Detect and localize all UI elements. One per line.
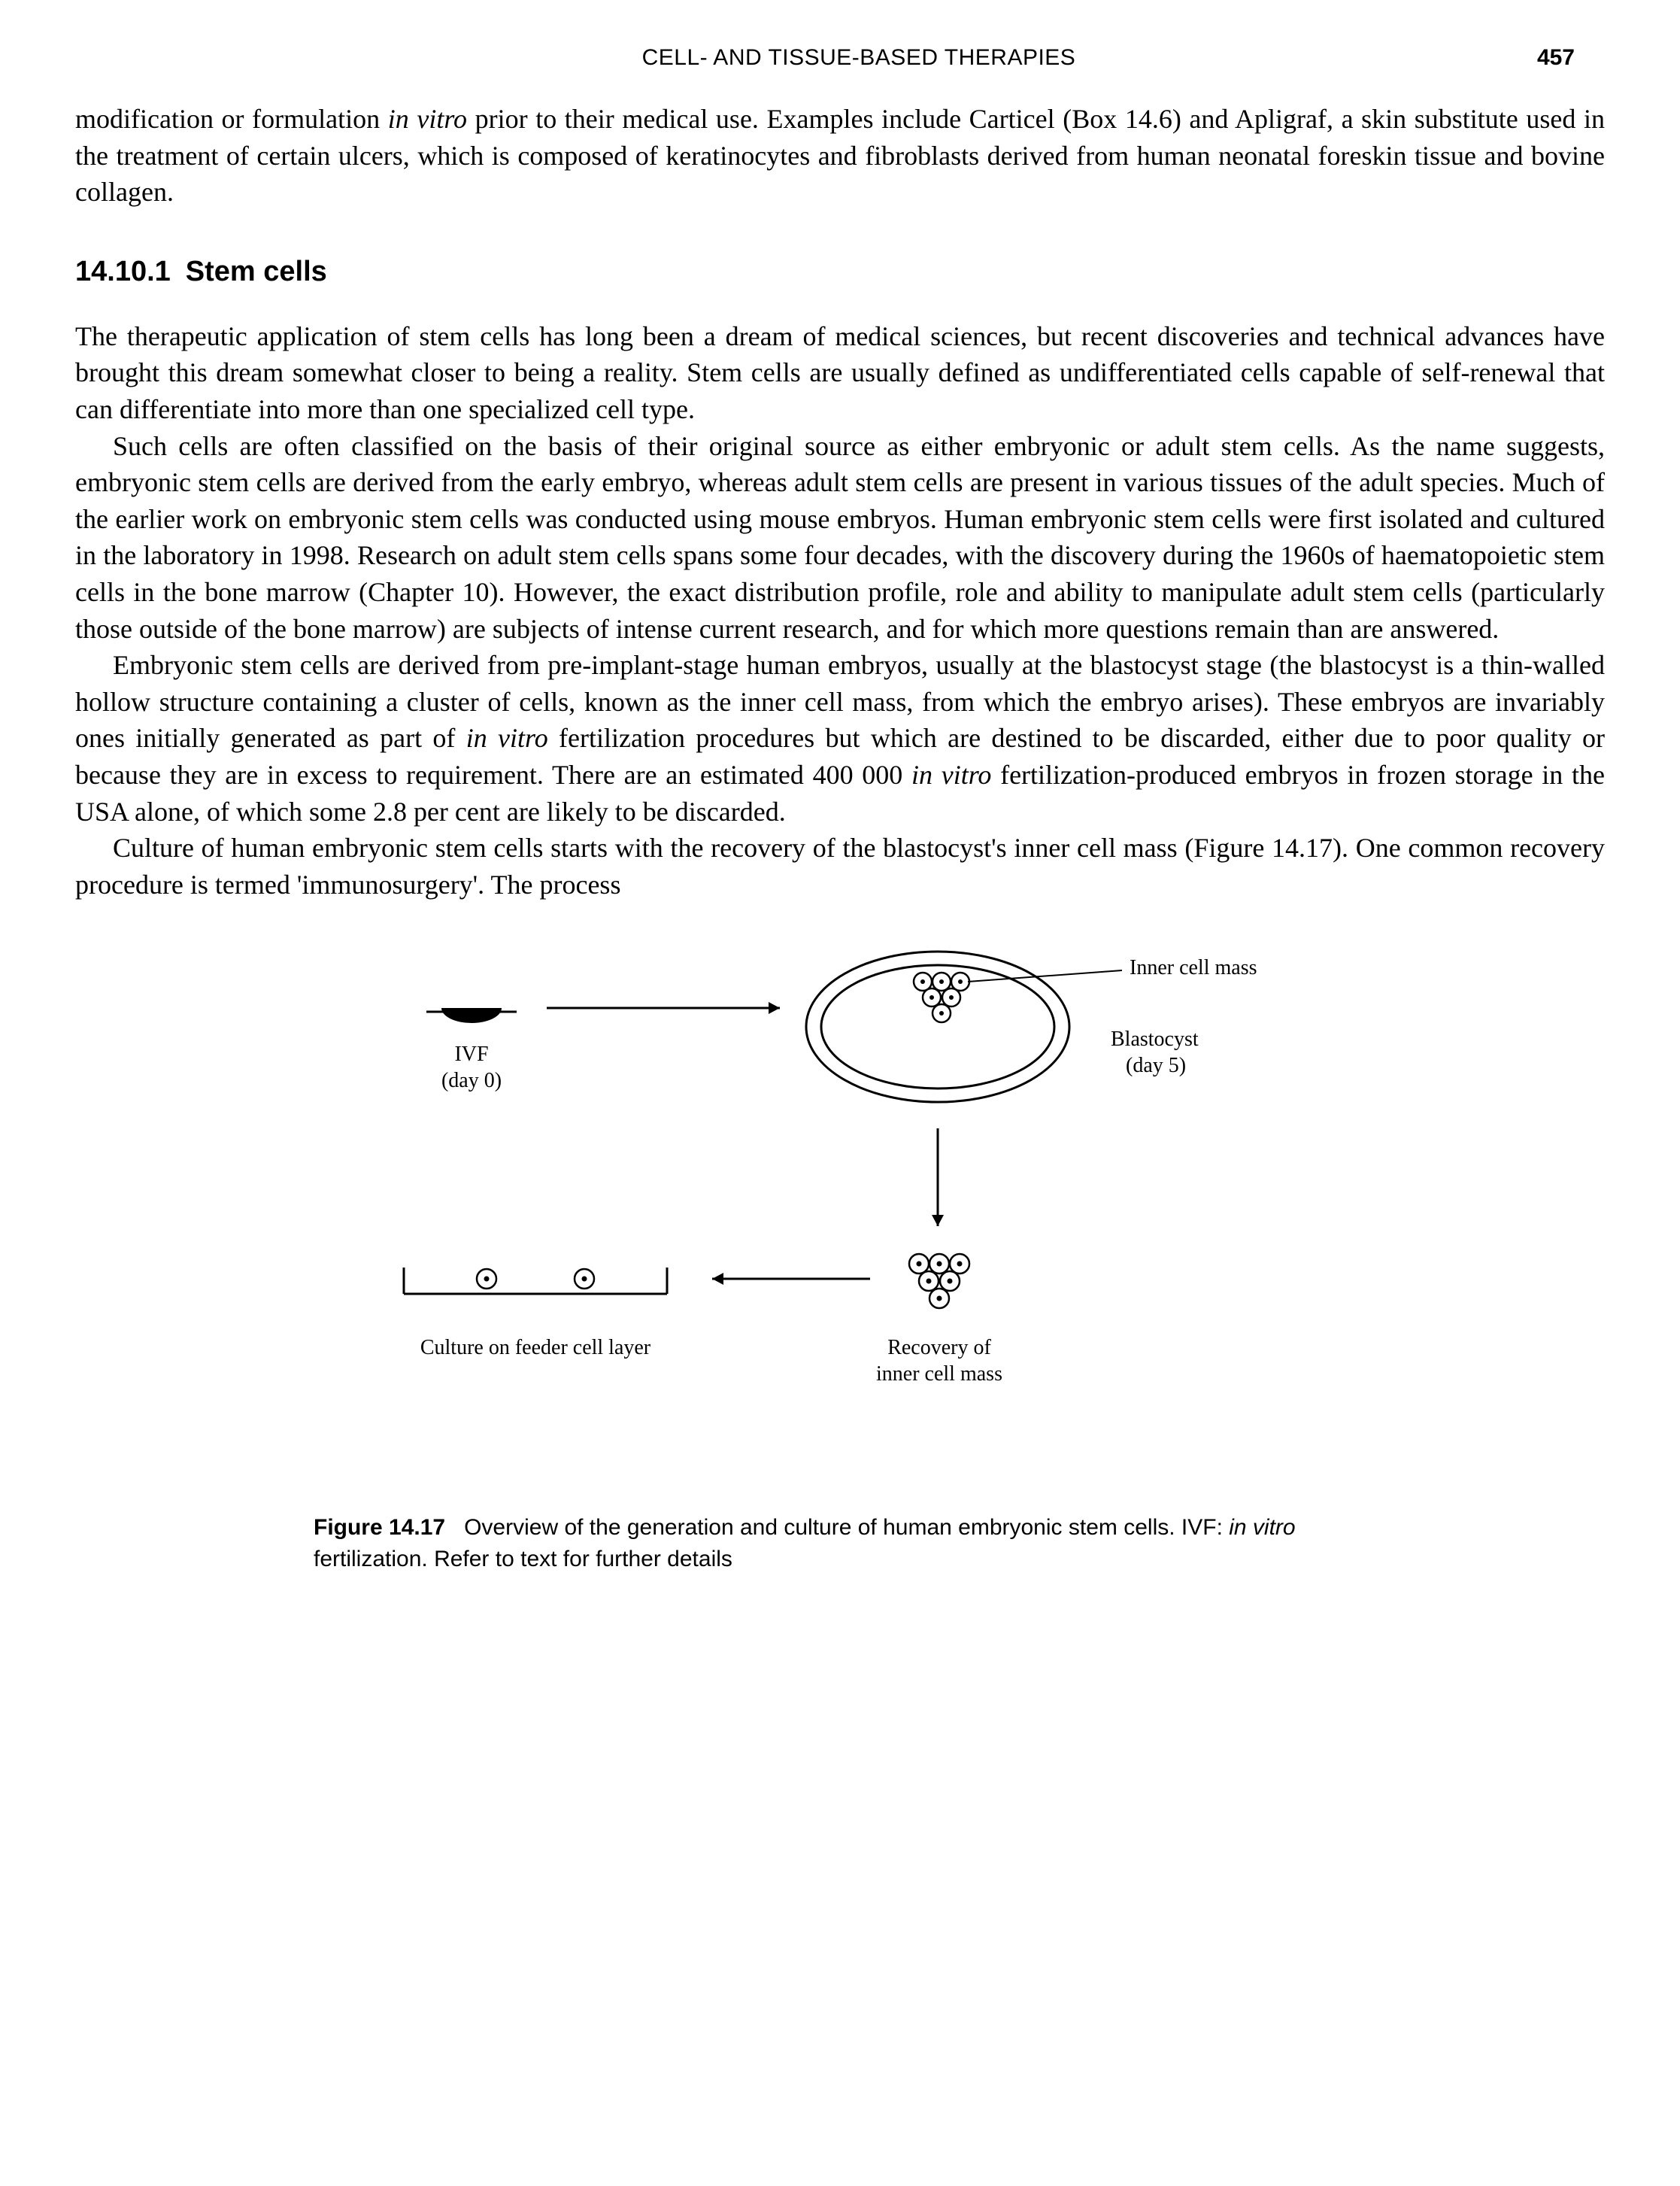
- blastocyst-label: Blastocyst: [1111, 1028, 1199, 1051]
- inner-cell-mass-label: Inner cell mass: [1130, 956, 1257, 979]
- running-header: CELL- AND TISSUE-BASED THERAPIES 457: [75, 45, 1605, 71]
- caption-text-before: Overview of the generation and culture o…: [464, 1515, 1229, 1540]
- intro-italic: in vitro: [388, 104, 467, 134]
- ivf-day-label: (day 0): [441, 1069, 502, 1092]
- figure-diagram: IVF (day 0) Inner cell mass Blastocyst (: [314, 948, 1366, 1489]
- recovery-label-2: inner cell mass: [876, 1362, 1002, 1386]
- section-heading: 14.10.1 Stem cells: [75, 256, 1605, 288]
- section-number: 14.10.1: [75, 256, 171, 287]
- ivf-label: IVF: [454, 1043, 488, 1066]
- intro-text-before: modification or formulation: [75, 104, 388, 134]
- caption-text-after: fertilization. Refer to text for further…: [314, 1547, 732, 1571]
- arrowhead-3: [712, 1273, 723, 1285]
- paragraph-2: Such cells are often classified on the b…: [75, 428, 1605, 648]
- paragraph-1: The therapeutic application of stem cell…: [75, 318, 1605, 428]
- ivf-dish-icon: [426, 1008, 517, 1023]
- p3-italic2: in vitro: [911, 760, 991, 790]
- blastocyst-day-label: (day 5): [1126, 1054, 1186, 1077]
- p3-italic1: in vitro: [466, 723, 548, 753]
- inner-cell-mass-cluster: [914, 973, 969, 1022]
- page-number: 457: [1537, 45, 1575, 71]
- arrowhead-1: [769, 1002, 780, 1014]
- caption-italic: in vitro: [1229, 1515, 1295, 1540]
- figure-label: Figure 14.17: [314, 1515, 445, 1540]
- figure-caption: Figure 14.17 Overview of the generation …: [314, 1512, 1366, 1575]
- section-title: Stem cells: [186, 256, 327, 287]
- recovery-label-1: Recovery of: [887, 1336, 991, 1359]
- culture-dish-icon: [404, 1268, 667, 1294]
- arrowhead-2: [932, 1215, 944, 1226]
- recovered-cluster: [909, 1254, 969, 1308]
- paragraph-4: Culture of human embryonic stem cells st…: [75, 830, 1605, 903]
- running-title: CELL- AND TISSUE-BASED THERAPIES: [180, 45, 1537, 71]
- paragraph-3: Embryonic stem cells are derived from pr…: [75, 647, 1605, 830]
- intro-paragraph: modification or formulation in vitro pri…: [75, 101, 1605, 211]
- culture-label: Culture on feeder cell layer: [420, 1336, 651, 1359]
- figure-14-17: IVF (day 0) Inner cell mass Blastocyst (: [314, 948, 1366, 1575]
